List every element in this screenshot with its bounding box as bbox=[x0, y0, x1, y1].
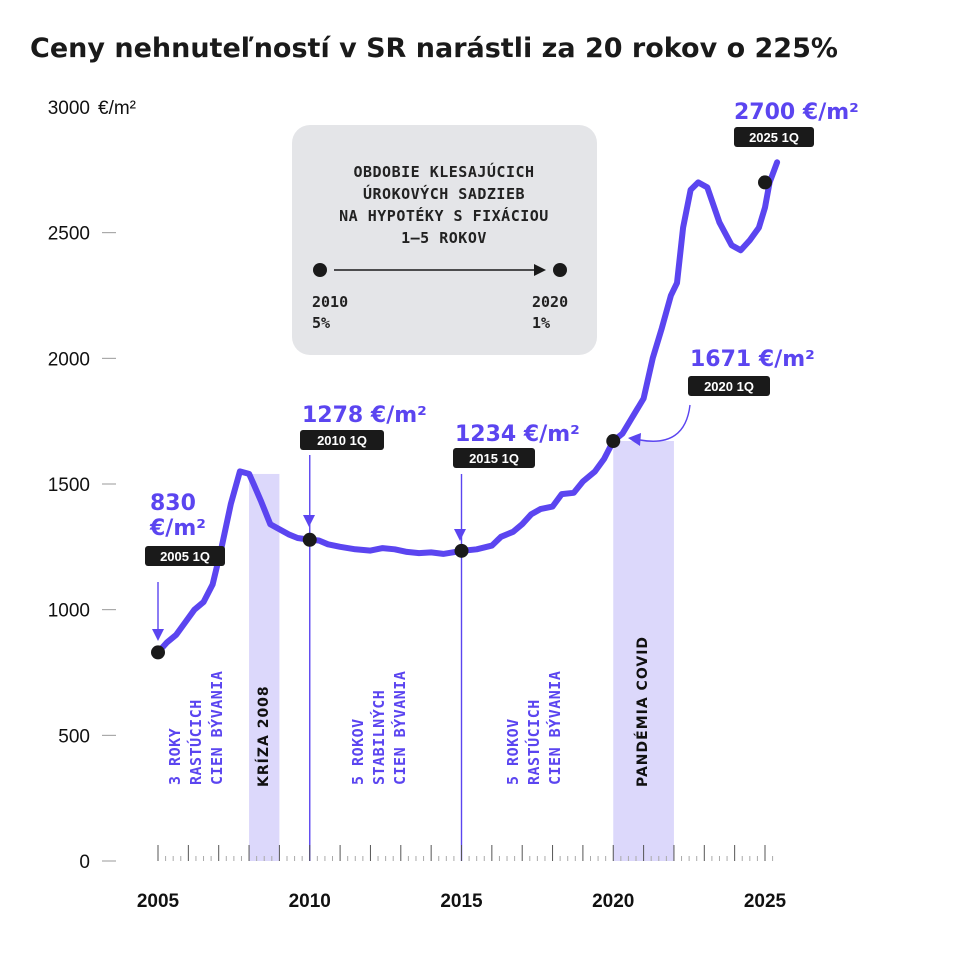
arrow-2020-curve bbox=[639, 404, 691, 442]
period-annotation-2010-2015: 5 ROKOV STABILNÝCH CIEN BÝVANIA bbox=[349, 671, 409, 785]
highlight-dot-2015 bbox=[454, 543, 469, 558]
shade-covid-pandemic bbox=[613, 441, 674, 861]
highlight-dot-2025 bbox=[758, 175, 772, 190]
marker-vertical-lines bbox=[309, 455, 463, 861]
badge-2010-text: 2010 1Q bbox=[317, 433, 367, 448]
label-2005-unit: €/m² bbox=[149, 516, 206, 541]
y-tick-marks bbox=[102, 232, 116, 862]
period-2015-line-2: RASTÚCICH bbox=[524, 699, 543, 785]
period-2005-line-1: 3 ROKY bbox=[166, 728, 184, 785]
info-box-start-dot bbox=[313, 263, 327, 277]
x-axis-tick-marks bbox=[157, 845, 774, 861]
shade-label-covid: PANDÉMIA COVID bbox=[634, 636, 651, 787]
crisis-2008-label: KRÍZA 2008 bbox=[255, 685, 272, 787]
label-2010-value: 1278 €/m² bbox=[302, 403, 427, 428]
period-2010-line-3: CIEN BÝVANIA bbox=[390, 671, 409, 785]
label-2020-value: 1671 €/m² bbox=[690, 347, 815, 372]
info-box-title-line-2: ÚROKOVÝCH SADZIEB bbox=[363, 184, 525, 203]
badge-2025 bbox=[734, 127, 814, 147]
arrow-2020-head-icon bbox=[628, 433, 641, 446]
y-tick-label-3000: 3000 bbox=[48, 98, 90, 119]
price-series-line bbox=[155, 159, 781, 656]
y-tick-label-2000: 2000 bbox=[48, 349, 90, 370]
info-box-end-year: 2020 bbox=[532, 293, 568, 311]
value-annotations: 830 €/m² 2005 1Q 1278 €/m² 2010 1Q 1234 … bbox=[145, 100, 859, 641]
x-tick-label-2010: 2010 bbox=[289, 891, 331, 912]
info-box-arrow-head-icon bbox=[534, 264, 546, 276]
x-tick-label-2020: 2020 bbox=[592, 891, 634, 912]
chart-title: Ceny nehnuteľností v SR narástli za 20 r… bbox=[30, 33, 838, 64]
shaded-periods bbox=[249, 441, 674, 861]
period-2015-line-1: 5 ROKOV bbox=[504, 718, 522, 785]
period-annotation-2005-2008: 3 ROKY RASTÚCICH CIEN BÝVANIA bbox=[166, 671, 226, 785]
badge-2020 bbox=[688, 376, 770, 396]
period-2005-line-3: CIEN BÝVANIA bbox=[207, 671, 226, 785]
badge-2005-text: 2005 1Q bbox=[160, 549, 210, 564]
info-box-start-rate: 5% bbox=[312, 314, 330, 332]
info-box-start-year: 2010 bbox=[312, 293, 348, 311]
label-2015-value: 1234 €/m² bbox=[455, 422, 580, 447]
arrow-2015-head-icon bbox=[454, 529, 466, 541]
badge-2020-text: 2020 1Q bbox=[704, 379, 754, 394]
y-axis: 0 500 1000 1500 2000 2500 3000 €/m² bbox=[48, 98, 136, 873]
y-tick-label-0: 0 bbox=[79, 852, 90, 873]
badge-2010 bbox=[300, 430, 384, 450]
highlight-dots bbox=[151, 175, 772, 660]
x-axis: 2005 2010 2015 2020 2025 bbox=[137, 891, 787, 912]
x-tick-label-2005: 2005 bbox=[137, 891, 180, 912]
info-box-title-line-4: 1–5 ROKOV bbox=[401, 229, 487, 247]
info-box-end-dot bbox=[553, 263, 567, 277]
y-tick-label-1000: 1000 bbox=[48, 601, 90, 622]
info-box-background bbox=[292, 125, 597, 355]
period-2010-line-1: 5 ROKOV bbox=[349, 718, 367, 785]
y-tick-label-2500: 2500 bbox=[48, 224, 90, 245]
badge-2015-text: 2015 1Q bbox=[469, 451, 519, 466]
period-annotation-2015-2020: 5 ROKOV RASTÚCICH CIEN BÝVANIA bbox=[504, 671, 564, 785]
period-annotations: 3 ROKY RASTÚCICH CIEN BÝVANIA 5 ROKOV ST… bbox=[166, 636, 651, 787]
period-2015-line-3: CIEN BÝVANIA bbox=[545, 671, 564, 785]
badge-2015 bbox=[453, 448, 535, 468]
x-tick-label-2015: 2015 bbox=[440, 891, 483, 912]
arrow-2010-head-icon bbox=[303, 515, 315, 527]
info-box-title-line-3: NA HYPOTÉKY S FIXÁCIOU bbox=[339, 206, 549, 225]
info-box-title-line-1: OBDOBIE KLESAJÚCICH bbox=[353, 162, 534, 181]
y-axis-unit: €/m² bbox=[98, 98, 136, 119]
label-2025-value: 2700 €/m² bbox=[734, 100, 859, 125]
x-tick-label-2025: 2025 bbox=[744, 891, 787, 912]
y-tick-label-1500: 1500 bbox=[48, 475, 90, 496]
info-box-end-rate: 1% bbox=[532, 314, 550, 332]
period-2010-line-2: STABILNÝCH bbox=[369, 690, 388, 785]
highlight-dot-2010 bbox=[302, 532, 317, 547]
shade-label-crisis: KRÍZA 2008 bbox=[255, 685, 272, 787]
covid-label: PANDÉMIA COVID bbox=[634, 636, 651, 787]
period-2005-line-2: RASTÚCICH bbox=[186, 699, 205, 785]
label-2005-value: 830 bbox=[150, 491, 196, 516]
y-tick-label-500: 500 bbox=[58, 726, 90, 747]
highlight-dot-2020 bbox=[606, 434, 621, 449]
highlight-dot-2005 bbox=[151, 645, 165, 660]
shade-crisis-2008 bbox=[249, 473, 280, 861]
arrow-2005-head-icon bbox=[152, 629, 164, 641]
badge-2025-text: 2025 1Q bbox=[749, 130, 799, 145]
badge-2005 bbox=[145, 546, 225, 566]
interest-rate-info-box: OBDOBIE KLESAJÚCICH ÚROKOVÝCH SADZIEB NA… bbox=[292, 125, 597, 355]
